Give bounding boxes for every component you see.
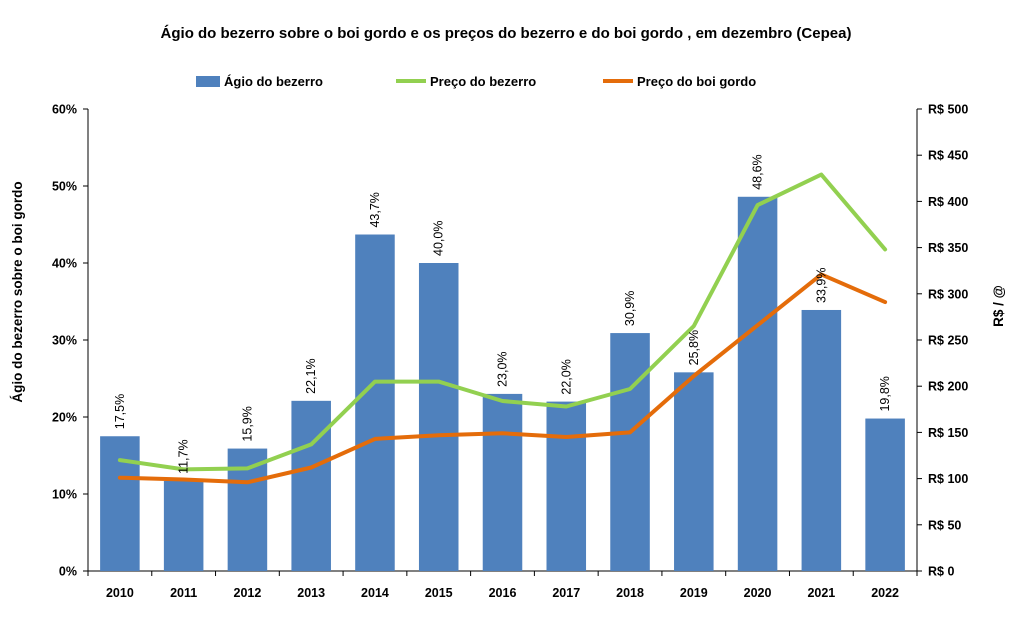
legend-label-agio: Ágio do bezerro — [224, 74, 323, 89]
x-tick-label: 2012 — [234, 586, 262, 600]
bar-2011 — [163, 480, 204, 571]
x-tick-label: 2015 — [425, 586, 453, 600]
y-axis-left-title: Ágio do bezerro sobre o boi gordo — [10, 181, 25, 402]
data-label-2018: 30,9% — [623, 291, 637, 326]
data-label-2019: 25,8% — [687, 330, 701, 365]
line-series — [117, 172, 888, 485]
bar-2019 — [674, 372, 714, 571]
x-tick-label: 2022 — [871, 586, 899, 600]
x-tick-label: 2019 — [680, 586, 708, 600]
y-right-tick-label: R$ 150 — [928, 426, 968, 440]
y-left-tick-label: 40% — [52, 257, 77, 271]
legend-label-boi-gordo: Preço do boi gordo — [637, 74, 756, 89]
y-right-tick-label: R$ 250 — [928, 334, 968, 348]
x-tick-label: 2021 — [807, 586, 835, 600]
y-right-tick-label: R$ 0 — [928, 565, 954, 579]
data-label-2020: 48,6% — [751, 154, 765, 189]
y-right-tick-label: R$ 100 — [928, 472, 968, 486]
legend: Ágio do bezerro Preço do bezerro Preço d… — [196, 74, 756, 89]
data-label-2017: 22,0% — [559, 359, 573, 394]
y-right-tick-label: R$ 450 — [928, 149, 968, 163]
data-label-2021: 33,9% — [814, 268, 828, 303]
bar-2020 — [737, 196, 778, 571]
data-label-2014: 43,7% — [368, 192, 382, 227]
y-left-tick-label: 10% — [52, 488, 77, 502]
bar-2015 — [418, 263, 459, 571]
axes: 0% 10% 20% 30% 40% 50% 60% R$ 0 R$ 50 R$ 100 R$ 15… — [52, 103, 968, 601]
y-right-tick-label: R$ 400 — [928, 195, 968, 209]
bar-2014 — [355, 234, 395, 571]
y-left-tick-label: 30% — [52, 334, 77, 348]
y-left-tick-label: 60% — [52, 103, 77, 117]
y-left-tick-label: 50% — [52, 180, 77, 194]
line-preco-bezerro — [117, 172, 888, 472]
y-left-tick-label: 20% — [52, 411, 77, 425]
bar-2013 — [291, 400, 331, 571]
x-tick-label: 2013 — [297, 586, 325, 600]
data-label-2010: 17,5% — [113, 394, 127, 429]
bar-2010 — [100, 436, 140, 571]
y-right-tick-label: R$ 350 — [928, 241, 968, 255]
x-tick-label: 2018 — [616, 586, 644, 600]
chart-title: Ágio do bezerro sobre o boi gordo e os p… — [161, 25, 852, 42]
x-tick-label: 2014 — [361, 586, 389, 600]
data-label-2015: 40,0% — [432, 221, 446, 256]
y-axis-right-title: R$ / @ — [991, 285, 1006, 327]
bar-2016 — [482, 393, 523, 571]
legend-swatch-agio — [196, 76, 220, 87]
y-right-tick-label: R$ 200 — [928, 380, 968, 394]
bar-2021 — [801, 309, 842, 571]
data-label-2011: 11,7% — [177, 439, 191, 474]
x-tick-label: 2017 — [552, 586, 580, 600]
legend-label-bezerro: Preço do bezerro — [430, 74, 536, 89]
data-label-2016: 23,0% — [496, 351, 510, 386]
data-label-2013: 22,1% — [304, 358, 318, 393]
y-right-tick-label: R$ 50 — [928, 518, 961, 532]
x-tick-label: 2011 — [170, 586, 197, 600]
data-label-2022: 19,8% — [878, 376, 892, 411]
line-preco-boi-gordo — [117, 272, 888, 485]
y-right-tick-label: R$ 500 — [928, 103, 968, 117]
bar-2017 — [546, 401, 587, 571]
bar-2022 — [865, 418, 905, 571]
y-left-tick-label: 0% — [59, 565, 77, 579]
bar-2018 — [610, 333, 650, 571]
data-labels: 17,5% 11,7% 15,9% 22,1% 43,7% 40,0% 23,0% 22,0%… — [113, 154, 892, 474]
x-tick-label: 2020 — [744, 586, 772, 600]
x-tick-label: 2016 — [489, 586, 517, 600]
y-right-tick-label: R$ 300 — [928, 287, 968, 301]
x-tick-label: 2010 — [106, 586, 134, 600]
data-label-2012: 15,9% — [240, 406, 254, 441]
